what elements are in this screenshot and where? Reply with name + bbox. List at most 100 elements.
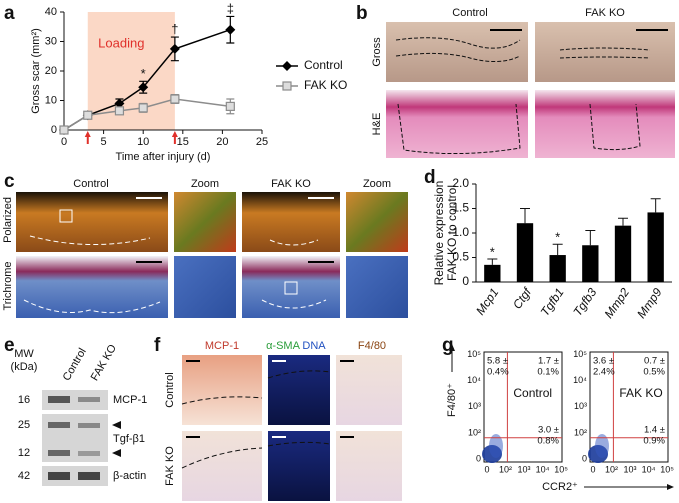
band xyxy=(78,423,100,428)
arrowhead xyxy=(84,131,91,137)
marker xyxy=(83,110,93,120)
photo xyxy=(346,256,408,318)
x-tick-label: 0 xyxy=(484,464,489,474)
band-label: Tgf-β1 xyxy=(113,433,145,445)
error-bar xyxy=(650,198,661,213)
shade-label: Loading xyxy=(98,35,144,50)
column-label: FAK KO xyxy=(271,178,311,190)
photo xyxy=(174,192,236,252)
y-tick-label: 0 xyxy=(462,274,469,288)
quadrant-value: 0.5% xyxy=(643,367,665,378)
bar xyxy=(484,264,501,282)
y-axis-label: Relative expression xyxy=(432,181,446,286)
legend-label: FAK KO xyxy=(304,78,347,92)
lane-label: Control xyxy=(61,346,89,383)
y-tick-label: 0.5 xyxy=(452,250,469,264)
marker xyxy=(170,94,180,104)
row-label: Trichrome xyxy=(2,261,14,310)
arrowhead xyxy=(667,484,674,490)
x-tick-label: 10 xyxy=(137,136,149,148)
column-label: Control xyxy=(452,7,487,19)
column-label: Zoom xyxy=(363,178,391,190)
x-tick-label: 25 xyxy=(256,136,268,148)
x-tick-label: Tgfb3 xyxy=(570,285,599,318)
x-tick-label: Mmp2 xyxy=(601,285,632,321)
marker xyxy=(59,125,69,135)
y-tick-label: 40 xyxy=(45,6,57,18)
arrowhead xyxy=(112,421,121,429)
mw-label: 42 xyxy=(18,470,30,482)
significance: ‡ xyxy=(227,1,234,16)
band xyxy=(78,451,100,456)
zoom-box xyxy=(284,281,298,295)
photo xyxy=(535,22,675,82)
x-tick-label: 10⁵ xyxy=(660,464,674,474)
y-tick-label: 10 xyxy=(45,94,57,106)
y-tick-label: 1.5 xyxy=(452,201,469,215)
x-tick-label: Mmp9 xyxy=(634,285,665,321)
x-tick-label: 5 xyxy=(101,136,107,148)
y-tick-label: 30 xyxy=(45,35,57,47)
column-label: Zoom xyxy=(191,178,219,190)
shade xyxy=(87,12,175,130)
quadrant-value: 0.4% xyxy=(487,367,509,378)
marker xyxy=(282,81,292,91)
bar xyxy=(647,212,664,282)
bar xyxy=(582,245,599,282)
photo xyxy=(182,355,262,425)
y-tick-label: 10⁴ xyxy=(573,375,587,385)
panel-label: a xyxy=(4,3,15,24)
photo xyxy=(336,355,402,425)
significance: * xyxy=(555,230,560,245)
x-tick-label: Ctgf xyxy=(510,284,535,311)
column-label: Control xyxy=(73,178,108,190)
photo xyxy=(336,431,402,501)
mw-label: 25 xyxy=(18,419,30,431)
zoom-box xyxy=(59,209,73,223)
y-tick-label: 10⁵ xyxy=(467,349,481,359)
x-tick-label: 10³ xyxy=(624,464,637,474)
quadrant-value: 5.8 ± xyxy=(487,356,508,367)
band xyxy=(78,472,100,480)
y-tick-label: 10² xyxy=(468,427,481,437)
outline xyxy=(23,235,327,314)
arrowhead xyxy=(171,131,178,137)
marker xyxy=(138,82,149,93)
band-label: β-actin xyxy=(113,470,146,482)
y-tick-label: 10⁵ xyxy=(573,349,587,359)
photo xyxy=(242,256,340,318)
row-label: FAK KO xyxy=(164,446,176,486)
plot-label: FAK KO xyxy=(619,386,662,400)
photo xyxy=(242,192,340,252)
panel-label: b xyxy=(356,3,368,24)
error-bar xyxy=(520,208,530,224)
marker xyxy=(225,24,236,35)
blot xyxy=(42,466,108,486)
photo xyxy=(386,90,528,158)
quadrant-value: 2.4% xyxy=(593,367,615,378)
error-bar xyxy=(552,243,563,256)
quadrant-value: 1.7 ± xyxy=(538,356,559,367)
outline xyxy=(395,37,521,62)
x-tick-label: 10⁵ xyxy=(554,464,568,474)
bar xyxy=(614,225,632,282)
blot xyxy=(42,390,108,410)
outline xyxy=(181,370,331,469)
y-tick-label: 2.0 xyxy=(452,176,469,190)
quadrant-value: 0.8% xyxy=(537,436,559,447)
mw-title: (kDa) xyxy=(11,361,38,373)
axis-label: F4/80⁺ xyxy=(446,383,458,417)
column-label: FAK KO xyxy=(585,7,625,19)
band xyxy=(78,397,100,402)
y-axis-label: Gross scar (mm²) xyxy=(30,28,42,114)
row-label: Control xyxy=(164,372,176,407)
significance: † xyxy=(171,22,178,37)
stain-label: F4/80 xyxy=(358,340,386,352)
x-tick-label: 10⁴ xyxy=(536,464,550,474)
y-tick-label: 1.0 xyxy=(452,225,469,239)
x-tick-label: 10⁴ xyxy=(642,464,656,474)
marker xyxy=(114,98,125,109)
panel-label: g xyxy=(442,335,454,356)
x-tick-label: 0 xyxy=(590,464,595,474)
